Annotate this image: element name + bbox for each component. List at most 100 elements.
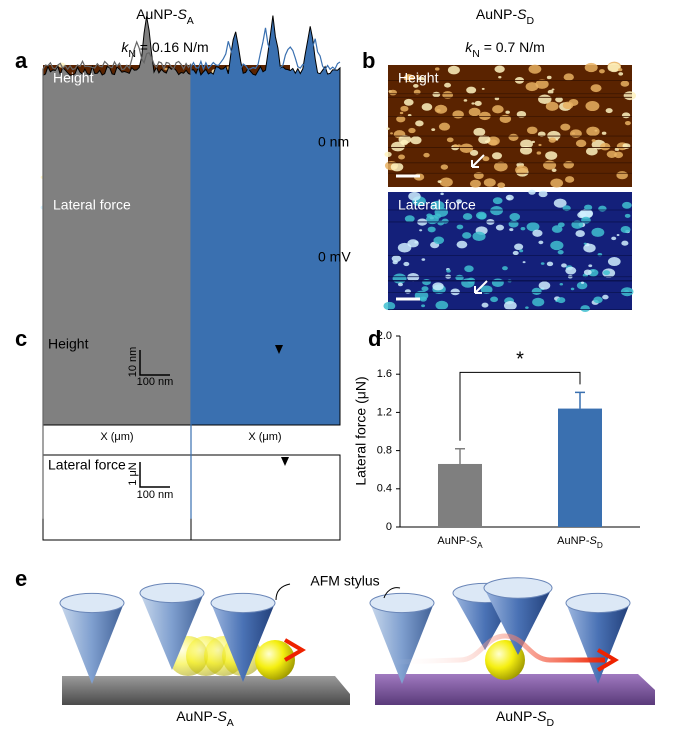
feature (531, 140, 535, 143)
marker (281, 457, 289, 466)
feature (621, 240, 629, 246)
significance-bracket (459, 371, 581, 441)
scale-label: 100 nm (137, 489, 174, 501)
arrow (471, 154, 485, 168)
feature (396, 115, 406, 123)
feature (433, 236, 445, 245)
feature (397, 282, 403, 287)
feature (508, 220, 519, 228)
feature (391, 141, 405, 152)
feature (398, 134, 412, 144)
label-part: A (227, 717, 234, 729)
feature (599, 142, 611, 151)
feature (551, 168, 557, 172)
arrow (474, 280, 488, 294)
feature (590, 84, 602, 93)
feature (432, 91, 441, 98)
label-part: AuNP- (557, 535, 590, 547)
profile-line (42, 40, 192, 519)
image-background (388, 65, 632, 187)
afm-image (383, 189, 634, 313)
profile-label: Lateral force (48, 457, 126, 473)
feature (390, 132, 393, 135)
feature (403, 261, 410, 267)
trajectory-head (283, 638, 306, 662)
feature (493, 161, 508, 172)
feature (403, 98, 414, 106)
feature (591, 227, 605, 237)
feature (478, 135, 491, 144)
stylus (370, 603, 434, 684)
label-part: = 0.7 N/m (480, 39, 545, 55)
nanoparticle (485, 640, 525, 680)
feature (442, 91, 454, 99)
feature (538, 281, 551, 290)
feature (446, 137, 454, 143)
feature (416, 74, 420, 78)
feature (581, 216, 591, 224)
feature (438, 122, 451, 131)
scale (139, 350, 170, 376)
stylus-top (210, 592, 276, 614)
feature (531, 287, 542, 295)
spring-constant: kN = 0.16 N/m (121, 39, 208, 60)
label-part: S (517, 6, 527, 22)
feature (550, 240, 564, 251)
feature (512, 250, 519, 256)
feature (407, 273, 420, 282)
feature (447, 65, 460, 75)
label-part: D (546, 717, 554, 729)
schematic-label: AuNP-SA (176, 708, 234, 729)
feature (545, 151, 558, 160)
feature (432, 282, 444, 291)
feature (456, 224, 464, 230)
feature (611, 236, 617, 241)
label-part: AuNP- (176, 708, 218, 724)
feature (391, 255, 402, 262)
feature (384, 151, 392, 157)
feature (616, 233, 620, 236)
feature (502, 266, 508, 271)
feature (547, 89, 554, 95)
profile-label: Height (48, 336, 89, 352)
feature (466, 86, 477, 94)
feature (520, 139, 533, 149)
feature (444, 82, 451, 88)
feature (408, 191, 421, 201)
feature (431, 128, 436, 132)
feature (474, 100, 482, 107)
x-axis-label: X (μm) (248, 431, 281, 443)
feature (571, 220, 584, 229)
image-label: Height (53, 70, 94, 86)
feature (407, 113, 412, 117)
feature (461, 278, 475, 288)
image-label: Lateral force (53, 197, 131, 213)
feature (399, 111, 404, 115)
feature (561, 263, 567, 268)
feature (588, 264, 593, 268)
panel-label: e (15, 566, 27, 591)
feature (423, 152, 430, 158)
label-part: AuNP- (496, 708, 538, 724)
feature (586, 147, 598, 156)
feature (598, 205, 607, 212)
stylus (60, 603, 124, 684)
feature (607, 256, 621, 267)
feature (475, 211, 487, 220)
feature (481, 302, 489, 308)
y-tick-label: 1.6 (377, 368, 392, 380)
feature (591, 139, 596, 142)
feature (421, 286, 429, 292)
panel-label: a (15, 48, 28, 73)
bar (558, 408, 602, 527)
feature (599, 69, 605, 74)
feature (624, 213, 631, 218)
feature (505, 110, 510, 114)
feature (494, 97, 500, 101)
feature (538, 190, 548, 198)
stylus-top (139, 582, 205, 604)
feature (528, 64, 542, 74)
feature (623, 91, 637, 101)
y-axis-label: Lateral force (μN) (353, 376, 369, 485)
